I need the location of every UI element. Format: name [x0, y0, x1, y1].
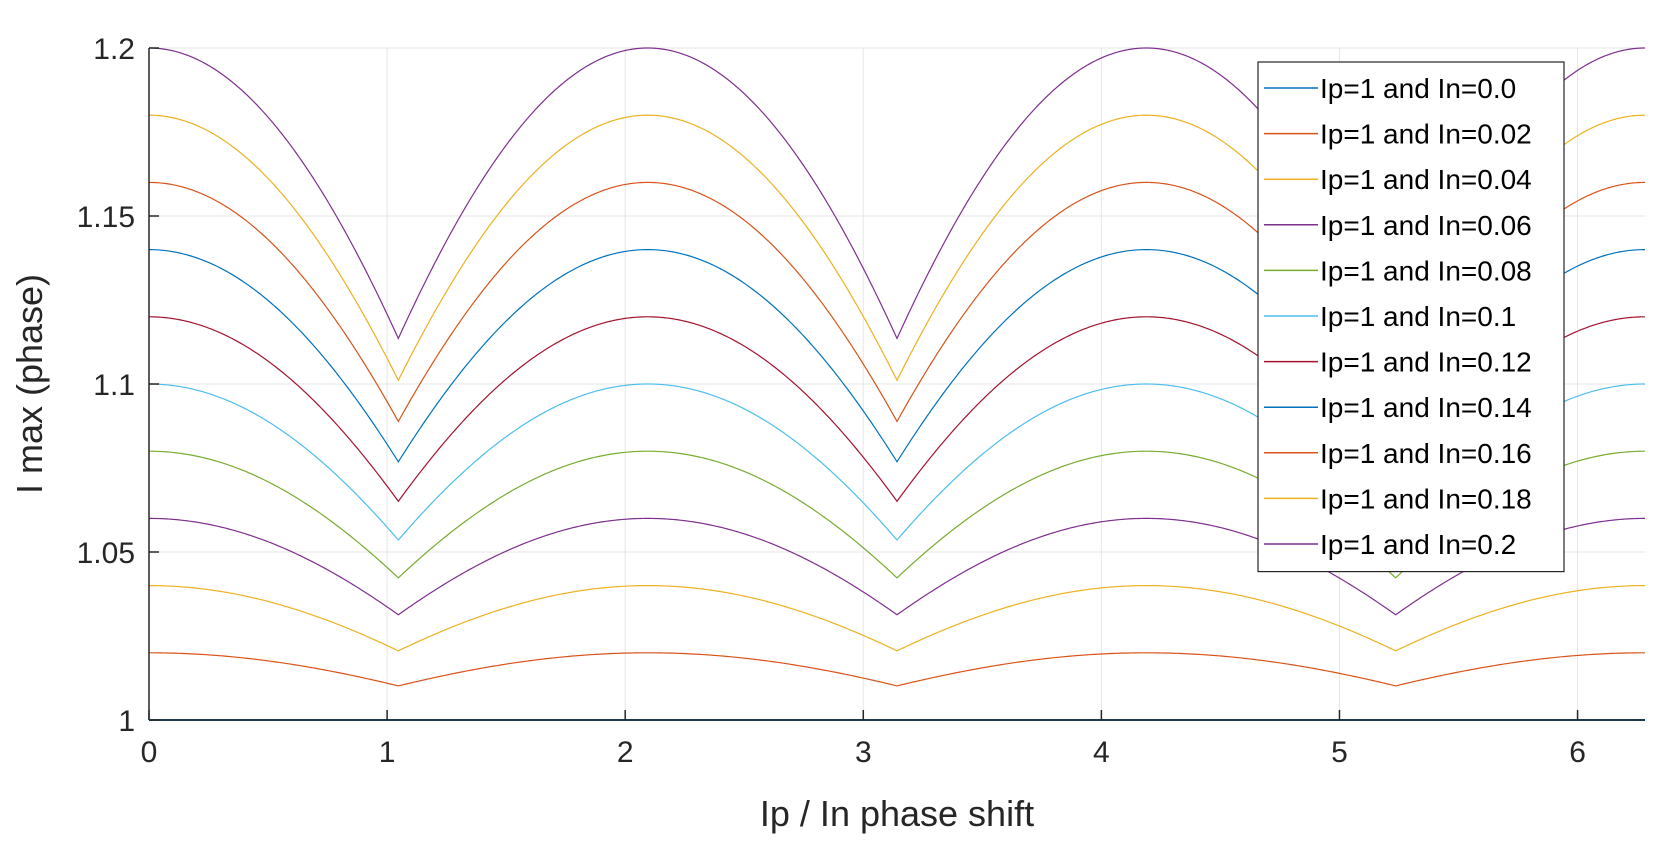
y-axis-label: I max (phase) — [9, 274, 50, 494]
legend-entry: Ip=1 and In=0.06 — [1320, 210, 1532, 241]
legend-box — [1257, 61, 1565, 573]
series-line-4 — [148, 450, 1646, 579]
legend-entry: Ip=1 and In=0.02 — [1320, 119, 1532, 150]
x-tick-label: 5 — [1331, 736, 1348, 769]
y-tick-label: 1.2 — [93, 33, 135, 66]
x-tick-label: 2 — [617, 736, 634, 769]
legend-entry: Ip=1 and In=0.04 — [1320, 164, 1532, 195]
legend-entry: Ip=1 and In=0.2 — [1320, 529, 1516, 560]
legend-entry: Ip=1 and In=0.12 — [1320, 347, 1532, 378]
legend: Ip=1 and In=0.0 Ip=1 and In=0.02 Ip=1 and … — [1257, 61, 1565, 573]
legend-entry: Ip=1 and In=0.16 — [1320, 438, 1532, 469]
x-tick-label: 6 — [1569, 736, 1586, 769]
legend-entry: Ip=1 and In=0.08 — [1320, 255, 1532, 286]
series-line-2 — [148, 584, 1646, 652]
y-tick-label: 1.15 — [77, 201, 135, 234]
legend-entry: Ip=1 and In=0.1 — [1320, 301, 1516, 332]
y-tick-label: 1.05 — [77, 537, 135, 570]
x-tick-label: 4 — [1093, 736, 1110, 769]
legend-entry: Ip=1 and In=0.14 — [1320, 392, 1532, 423]
series-line-3 — [148, 517, 1646, 616]
x-tick-label: 3 — [855, 736, 872, 769]
legend-entry: Ip=1 and In=0.0 — [1320, 73, 1516, 104]
x-tick-label: 0 — [141, 736, 158, 769]
axes — [148, 47, 1645, 721]
y-tick-label: 1.1 — [93, 369, 135, 402]
x-axis-label: Ip / In phase shift — [760, 793, 1034, 834]
series-line-1 — [149, 652, 1645, 687]
legend-entry: Ip=1 and In=0.18 — [1320, 483, 1532, 514]
x-tick-label: 1 — [379, 736, 396, 769]
tick-labels: 0 1 2 3 4 5 611.051.11.151.2 — [77, 33, 1586, 769]
y-tick-label: 1 — [118, 705, 135, 738]
